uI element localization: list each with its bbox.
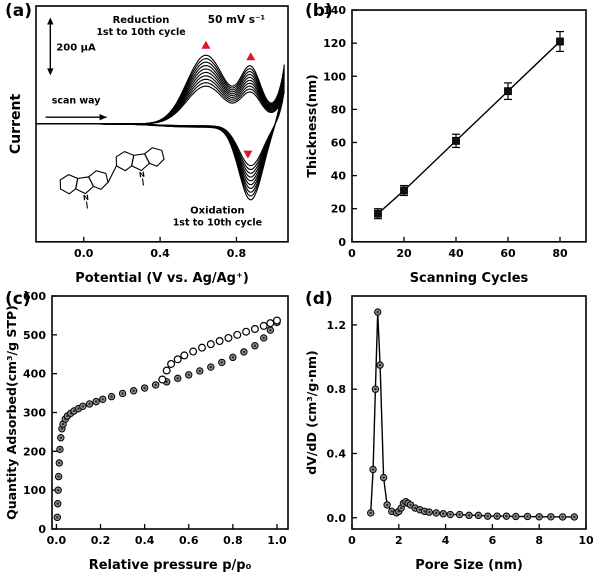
panel-label-c: (c) — [5, 289, 31, 309]
svg-text:0: 0 — [338, 236, 346, 249]
svg-text:200: 200 — [23, 445, 46, 458]
svg-text:10: 10 — [578, 534, 594, 547]
svg-text:400: 400 — [23, 368, 46, 381]
svg-text:20: 20 — [396, 247, 412, 260]
svg-text:20: 20 — [331, 203, 347, 216]
svg-text:0.2: 0.2 — [91, 534, 111, 547]
svg-text:0: 0 — [348, 247, 356, 260]
panel-d: (d) 0 2 4 6 8 10 0.0 0.4 0.8 1.2 Pore Size (nm) dV/… — [300, 288, 600, 575]
plot-frame — [351, 295, 587, 530]
panel-c: (c) 0.0 0.2 0.4 0.6 0.8 1.0 0 100 200 300 400 500 60… — [0, 288, 300, 575]
scale-bar-label: 200 μA — [56, 42, 96, 53]
x-axis-label: Pore Size (nm) — [415, 558, 523, 573]
series-data — [374, 30, 564, 220]
peak-marker-triangle — [243, 150, 253, 159]
svg-text:N: N — [138, 170, 145, 180]
svg-text:40: 40 — [331, 170, 347, 183]
y-axis-label: Thickness(nm) — [304, 74, 319, 177]
svg-text:1.0: 1.0 — [267, 534, 287, 547]
panel-a: (a) 0.0 0.4 0.8 Potential (V vs. Ag/Ag⁺) Cur… — [0, 0, 300, 288]
series-adsorption — [53, 318, 281, 522]
scan-rate-annotation: 50 mV s⁻¹ — [208, 14, 266, 26]
svg-text:0.0: 0.0 — [327, 512, 347, 525]
peak-marker-triangle — [246, 52, 256, 61]
svg-text:0.8: 0.8 — [327, 383, 347, 396]
svg-text:1st to 10th cycle: 1st to 10th cycle — [173, 218, 262, 229]
svg-text:80: 80 — [552, 247, 568, 260]
svg-text:60: 60 — [331, 136, 347, 149]
peak-marker-triangle — [201, 40, 211, 49]
reduction-annotation: Reduction — [113, 15, 170, 26]
svg-text:1.2: 1.2 — [327, 319, 347, 332]
thickness-chart-svg: 0 20 40 60 80 0 20 40 60 80 100 120 140 Scanning Cycl… — [304, 4, 587, 286]
svg-text:0.4: 0.4 — [135, 534, 155, 547]
cv-curves — [36, 54, 285, 201]
svg-text:0.0: 0.0 — [74, 247, 94, 260]
x-axis-label: Scanning Cycles — [410, 271, 529, 286]
svg-text:100: 100 — [323, 70, 346, 83]
series-pore-size-distribution — [367, 308, 578, 521]
svg-text:0.6: 0.6 — [179, 534, 199, 547]
panel-b: (b) 0 20 40 60 80 0 20 40 60 80 100 120 140 Scanning … — [300, 0, 600, 288]
series-desorption — [158, 316, 281, 384]
svg-text:2: 2 — [395, 534, 403, 547]
svg-text:500: 500 — [23, 329, 46, 342]
svg-text:0.8: 0.8 — [223, 534, 243, 547]
svg-text:0.4: 0.4 — [150, 247, 170, 260]
svg-text:0: 0 — [348, 534, 356, 547]
panel-label-d: (d) — [305, 289, 333, 309]
svg-text:4: 4 — [442, 534, 450, 547]
oxidation-annotation: Oxidation — [190, 206, 244, 217]
scan-way-annotation: scan way — [52, 96, 102, 107]
panel-label-a: (a) — [5, 1, 33, 21]
molecule-structure-inset: NN — [59, 147, 165, 209]
svg-text:N: N — [82, 193, 89, 203]
y-axis-label: dV/dD (cm³/g·nm) — [304, 350, 319, 474]
svg-text:80: 80 — [331, 103, 347, 116]
svg-text:1st to 10th cycle: 1st to 10th cycle — [96, 27, 185, 38]
cv-chart-svg: 0.0 0.4 0.8 Potential (V vs. Ag/Ag⁺) Current… — [8, 5, 289, 286]
svg-text:300: 300 — [23, 407, 46, 420]
pore-size-chart-svg: 0 2 4 6 8 10 0.0 0.4 0.8 1.2 Pore Size (nm) dV/dD (… — [304, 295, 594, 573]
svg-text:600: 600 — [23, 290, 46, 303]
svg-text:0.4: 0.4 — [327, 447, 347, 460]
svg-text:0: 0 — [38, 523, 46, 536]
panel-label-b: (b) — [305, 1, 333, 21]
plot-frame — [351, 9, 587, 243]
svg-text:40: 40 — [448, 247, 464, 260]
svg-text:0.8: 0.8 — [227, 247, 246, 260]
svg-text:140: 140 — [323, 4, 346, 17]
y-axis-label: Quantity Adsorbed(cm³/g STP) — [4, 305, 19, 520]
y-axis-label: Current — [8, 93, 24, 154]
svg-text:6: 6 — [489, 534, 497, 547]
x-axis-label: Potential (V vs. Ag/Ag⁺) — [75, 271, 249, 286]
svg-text:0.0: 0.0 — [47, 534, 67, 547]
svg-text:100: 100 — [23, 484, 46, 497]
svg-text:8: 8 — [535, 534, 543, 547]
svg-text:120: 120 — [323, 37, 346, 50]
svg-text:60: 60 — [500, 247, 516, 260]
x-axis-label: Relative pressure p/p₀ — [89, 558, 252, 573]
isotherm-chart-svg: 0.0 0.2 0.4 0.6 0.8 1.0 0 100 200 300 400 500 600 Rel… — [4, 290, 289, 573]
